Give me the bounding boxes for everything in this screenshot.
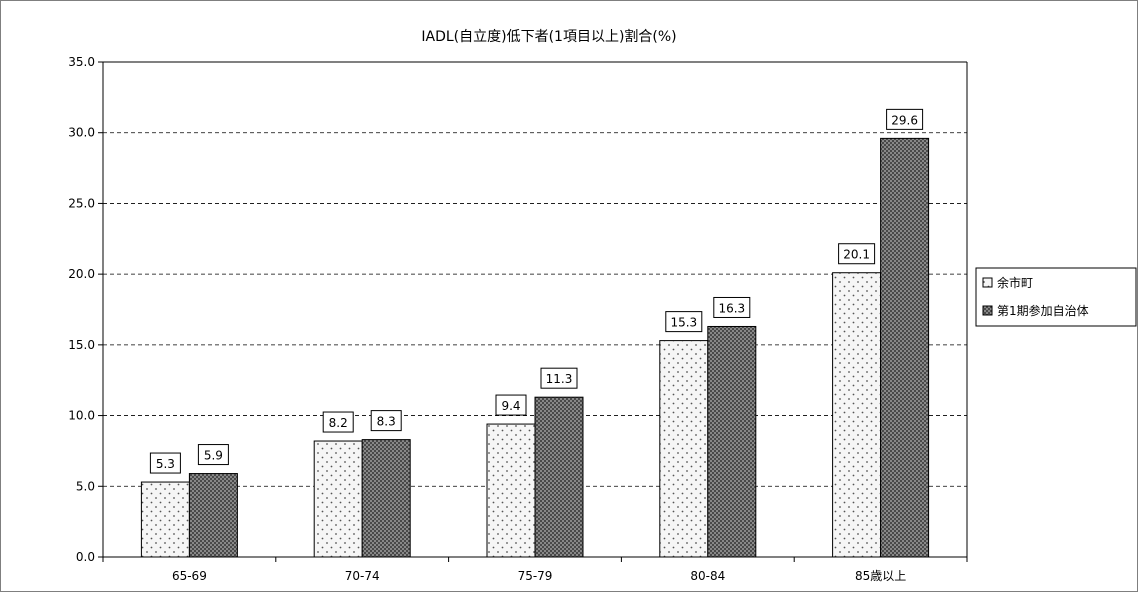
data-label: 8.3 [377,415,396,429]
bar [486,423,536,558]
x-tick-label: 75-79 [518,569,553,583]
data-label: 29.6 [891,113,918,127]
bar [832,272,882,558]
y-tick-label: 20.0 [68,267,95,281]
data-label: 16.3 [718,301,745,315]
data-labels: 5.3 5.9 8.2 8.3 9.4 11.3 15.3 16.3 20.1 29.6 [149,108,924,474]
y-tick-label: 10.0 [68,409,95,423]
bar [188,473,238,558]
data-label-box [713,296,751,318]
data-label-box [322,411,354,433]
data-label: 5.3 [156,457,175,471]
x-tick-label: 65-69 [172,569,207,583]
y-tick-label: 30.0 [68,126,95,140]
bar [707,325,757,558]
data-label-box [495,394,527,416]
data-label-box [838,243,876,265]
bar [659,340,709,558]
data-label: 15.3 [670,316,697,330]
data-label: 8.2 [329,416,348,430]
legend-swatch [982,305,993,316]
y-tick-label: 15.0 [68,338,95,352]
bar [361,439,411,558]
bars [140,137,930,558]
data-label-box [886,108,924,130]
bar [534,396,584,558]
y-tick-label: 0.0 [76,550,95,564]
y-tick-label: 35.0 [68,55,95,69]
legend-swatch [982,277,993,288]
legend-box [975,267,1137,327]
y-tick-label: 5.0 [76,479,95,493]
x-tick-label: 70-74 [345,569,380,583]
bar [313,440,363,558]
legend-label: 余市町 [997,275,1033,290]
bar [880,137,930,558]
axes: 0.0 5.0 10.0 15.0 20.0 25.0 30.0 35.0 65-69 70-74… [68,55,968,583]
x-tick-label: 85歳以上 [855,569,906,583]
x-tick-label: 80-84 [690,569,725,583]
y-tick-label: 25.0 [68,196,95,210]
bar [140,481,190,558]
data-label: 11.3 [546,372,573,386]
data-label-box [197,444,229,466]
data-label-box [540,367,578,389]
data-label: 5.9 [204,449,223,463]
data-label-box [149,452,181,474]
data-label-box [370,410,402,432]
data-label: 20.1 [843,248,870,262]
data-label: 9.4 [501,399,520,413]
chart-title: IADL(自立度)低下者(1項目以上)割合(%) [421,28,676,45]
legend-label: 第1期参加自治体 [997,303,1089,318]
data-label-box [665,311,703,333]
